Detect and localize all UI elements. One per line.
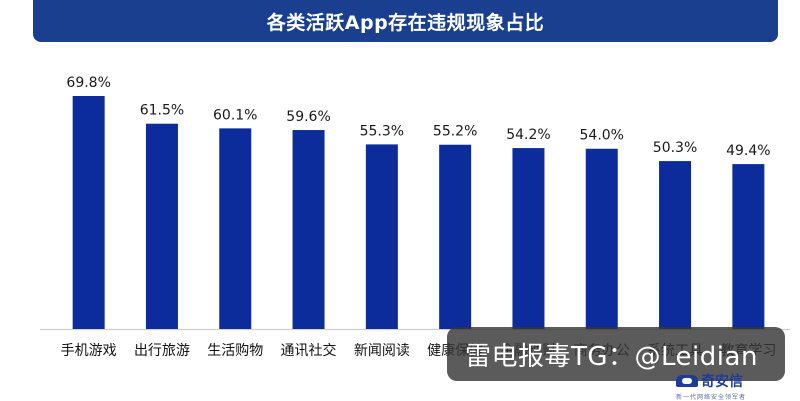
watermark-overlay: 雷电报毒TG：@Leidian xyxy=(447,327,785,381)
data-label: 54.0% xyxy=(580,128,624,144)
category-label: 手机游戏 xyxy=(61,343,117,359)
bar xyxy=(732,164,765,329)
bar xyxy=(365,144,398,329)
data-label: 61.5% xyxy=(140,103,184,119)
category-label: 生活购物 xyxy=(207,343,263,359)
logo-tagline: 新一代网络安全领军者 xyxy=(676,394,747,401)
data-label: 55.2% xyxy=(433,124,477,140)
bar xyxy=(145,123,178,330)
data-label: 69.8% xyxy=(66,75,110,91)
bar xyxy=(439,144,472,329)
bar xyxy=(512,148,545,329)
data-label: 60.1% xyxy=(213,107,257,123)
data-label: 49.4% xyxy=(726,143,770,159)
data-label: 55.3% xyxy=(360,123,404,139)
data-label: 59.6% xyxy=(286,109,330,125)
bar xyxy=(219,128,252,329)
bar xyxy=(659,161,692,329)
bar xyxy=(292,130,325,329)
chart-title: 各类活跃App存在违规现象占比 xyxy=(266,11,545,34)
logo-name: 奇安信 xyxy=(701,374,743,390)
category-label: 新闻阅读 xyxy=(354,342,410,359)
category-label: 通讯社交 xyxy=(281,342,337,359)
logo-main: 奇安信 xyxy=(676,371,743,391)
brand-logo: 奇安信 新一代网络安全领军者 xyxy=(676,371,776,401)
category-label: 出行旅游 xyxy=(134,343,190,359)
watermark-text: 雷电报毒TG：@Leidian xyxy=(465,341,758,372)
chart-title-banner: 各类活跃App存在违规现象占比 xyxy=(33,0,778,42)
bar xyxy=(72,96,105,329)
bar xyxy=(585,148,618,329)
logo-mark-icon xyxy=(676,375,698,387)
data-label: 50.3% xyxy=(653,140,697,156)
data-label: 54.2% xyxy=(506,127,550,143)
